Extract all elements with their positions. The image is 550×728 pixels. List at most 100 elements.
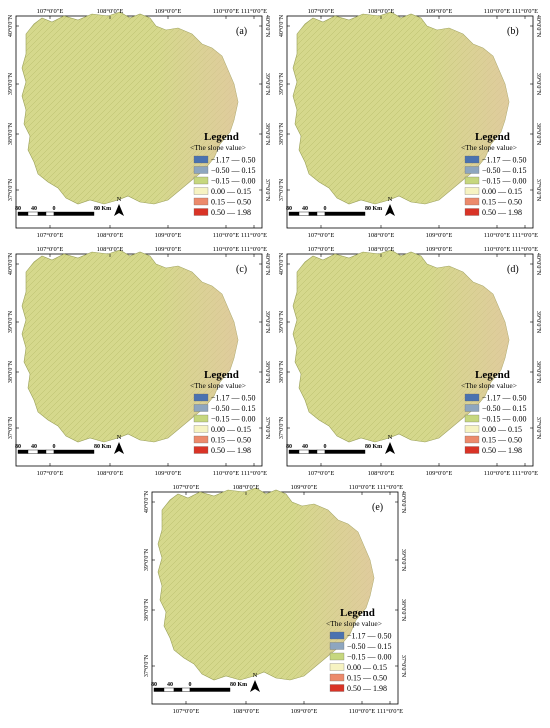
scale-bar-label: 0: [53, 444, 56, 450]
scale-bar-label: 40: [31, 206, 37, 212]
legend-swatch: [193, 435, 209, 444]
scale-bar-segment: [17, 211, 29, 216]
scale-bar-segment: [17, 449, 29, 454]
scale-bar-segment: [324, 449, 366, 454]
legend-title: Legend: [204, 369, 239, 381]
x-tick-top: 109°0'0"E: [291, 484, 318, 491]
legend-swatch: [464, 176, 480, 185]
panel-label: (b): [507, 26, 519, 37]
x-tick-bottom: 110°0'0"E: [484, 470, 510, 477]
y-tick-right: 37°0'0"N: [400, 655, 407, 678]
x-tick-top: 108°0'0"E: [97, 8, 124, 15]
x-tick-top: 110°0'0"E: [484, 8, 510, 15]
x-tick-bottom: 111°0'0"E: [512, 470, 538, 477]
y-tick-left: 37°0'0"N: [7, 416, 14, 439]
x-tick-top: 111°0'0"E: [377, 484, 403, 491]
legend-item-label: −0.15 — 0.00: [347, 653, 392, 662]
legend-swatch: [193, 404, 209, 412]
legend-title: Legend: [204, 131, 239, 143]
x-tick-bottom: 108°0'0"E: [368, 470, 395, 477]
study-region-east-shade: [22, 12, 238, 204]
legend-item-label: −1.17 — 0.50: [347, 632, 392, 641]
legend-item-label: 0.15 — 0.50: [211, 436, 251, 445]
scale-bar-segment: [288, 211, 300, 216]
y-tick-right: 40°0'0"N: [535, 15, 542, 38]
legend-item-label: 0.00 — 0.15: [211, 187, 251, 196]
y-tick-right: 37°0'0"N: [264, 179, 271, 202]
scale-bar-segment: [189, 687, 231, 692]
scale-bar-segment: [298, 449, 310, 454]
map-svg: 107°0'0"E 107°0'0"E 108°0'0"E 108°0'0"E 109°…: [143, 484, 407, 715]
x-tick-top: 110°0'0"E: [213, 246, 239, 253]
y-tick-right: 39°0'0"N: [264, 73, 271, 96]
x-tick-top: 107°0'0"E: [308, 8, 335, 15]
legend-item-label: −0.15 — 0.00: [482, 415, 527, 424]
legend-item-label: −0.15 — 0.00: [211, 415, 256, 424]
scale-bar-label: 80: [151, 682, 157, 688]
x-tick-top: 107°0'0"E: [173, 484, 200, 491]
y-tick-left: 38°0'0"N: [278, 360, 285, 383]
legend-subtitle: <The slope value>: [190, 381, 246, 390]
y-tick-left: 37°0'0"N: [7, 178, 14, 201]
legend-item-label: 0.00 — 0.15: [482, 425, 522, 434]
y-tick-left: 39°0'0"N: [7, 72, 14, 95]
scale-bar-label: 40: [302, 206, 308, 212]
legend-swatch: [193, 187, 209, 195]
y-tick-left: 40°0'0"N: [278, 14, 285, 37]
y-tick-right: 38°0'0"N: [400, 599, 407, 622]
legend-title: Legend: [475, 131, 510, 143]
x-tick-top: 108°0'0"E: [97, 246, 124, 253]
panel-label: (a): [236, 26, 247, 37]
x-tick-top: 111°0'0"E: [241, 246, 267, 253]
x-tick-bottom: 109°0'0"E: [426, 232, 453, 239]
y-tick-right: 39°0'0"N: [400, 549, 407, 572]
x-tick-top: 107°0'0"E: [308, 246, 335, 253]
panel-label: (d): [507, 264, 519, 275]
map-panel-c: 107°0'0"E 107°0'0"E 108°0'0"E 108°0'0"E 109°…: [4, 242, 274, 478]
scale-bar-label: 80: [15, 206, 21, 212]
y-tick-right: 38°0'0"N: [535, 361, 542, 384]
legend-item-label: −0.50 — 0.15: [211, 404, 256, 413]
x-tick-top: 108°0'0"E: [233, 484, 260, 491]
x-tick-top: 107°0'0"E: [37, 246, 64, 253]
north-arrow-icon: [385, 442, 395, 454]
legend-swatch: [329, 642, 345, 650]
y-tick-left: 37°0'0"N: [278, 178, 285, 201]
scale-bar-segment: [37, 449, 47, 454]
legend-swatch: [193, 393, 209, 402]
legend-swatch: [193, 166, 209, 174]
x-tick-bottom: 107°0'0"E: [173, 708, 200, 715]
scale-bar-segment: [27, 211, 39, 216]
x-tick-bottom: 108°0'0"E: [97, 232, 124, 239]
legend-item-label: 0.15 — 0.50: [482, 436, 522, 445]
scale-bar-segment: [324, 211, 366, 216]
x-tick-bottom: 111°0'0"E: [241, 232, 267, 239]
legend-item-label: 0.00 — 0.15: [211, 425, 251, 434]
legend-item-label: −0.50 — 0.15: [211, 166, 256, 175]
x-tick-bottom: 110°0'0"E: [213, 470, 239, 477]
x-tick-bottom: 108°0'0"E: [368, 232, 395, 239]
legend-item-label: 0.15 — 0.50: [211, 198, 251, 207]
legend-item-label: 0.15 — 0.50: [482, 198, 522, 207]
x-tick-bottom: 110°0'0"E: [349, 708, 375, 715]
x-tick-bottom: 109°0'0"E: [426, 470, 453, 477]
legend-swatch: [193, 176, 209, 185]
x-tick-top: 110°0'0"E: [213, 8, 239, 15]
map-panel-a: 107°0'0"E 107°0'0"E 108°0'0"E 108°0'0"E 109°…: [4, 4, 274, 240]
x-tick-bottom: 111°0'0"E: [241, 470, 267, 477]
study-region-east-shade: [22, 250, 238, 442]
scale-bar-label: 80 Km: [365, 206, 382, 212]
scale-bar-label: 80 Km: [365, 444, 382, 450]
scale-bar-segment: [45, 449, 55, 454]
y-tick-right: 39°0'0"N: [264, 311, 271, 334]
scale-bar-segment: [316, 211, 326, 216]
legend-swatch: [193, 446, 209, 454]
study-region-east-shade: [158, 488, 374, 680]
scale-bar-segment: [53, 449, 95, 454]
y-tick-right: 40°0'0"N: [400, 491, 407, 514]
map-panel-b: 107°0'0"E 107°0'0"E 108°0'0"E 108°0'0"E 109°…: [275, 4, 545, 240]
scale-bar-segment: [298, 211, 310, 216]
north-arrow-icon: [385, 204, 395, 216]
study-region-east-shade: [293, 250, 509, 442]
x-tick-bottom: 110°0'0"E: [484, 232, 510, 239]
